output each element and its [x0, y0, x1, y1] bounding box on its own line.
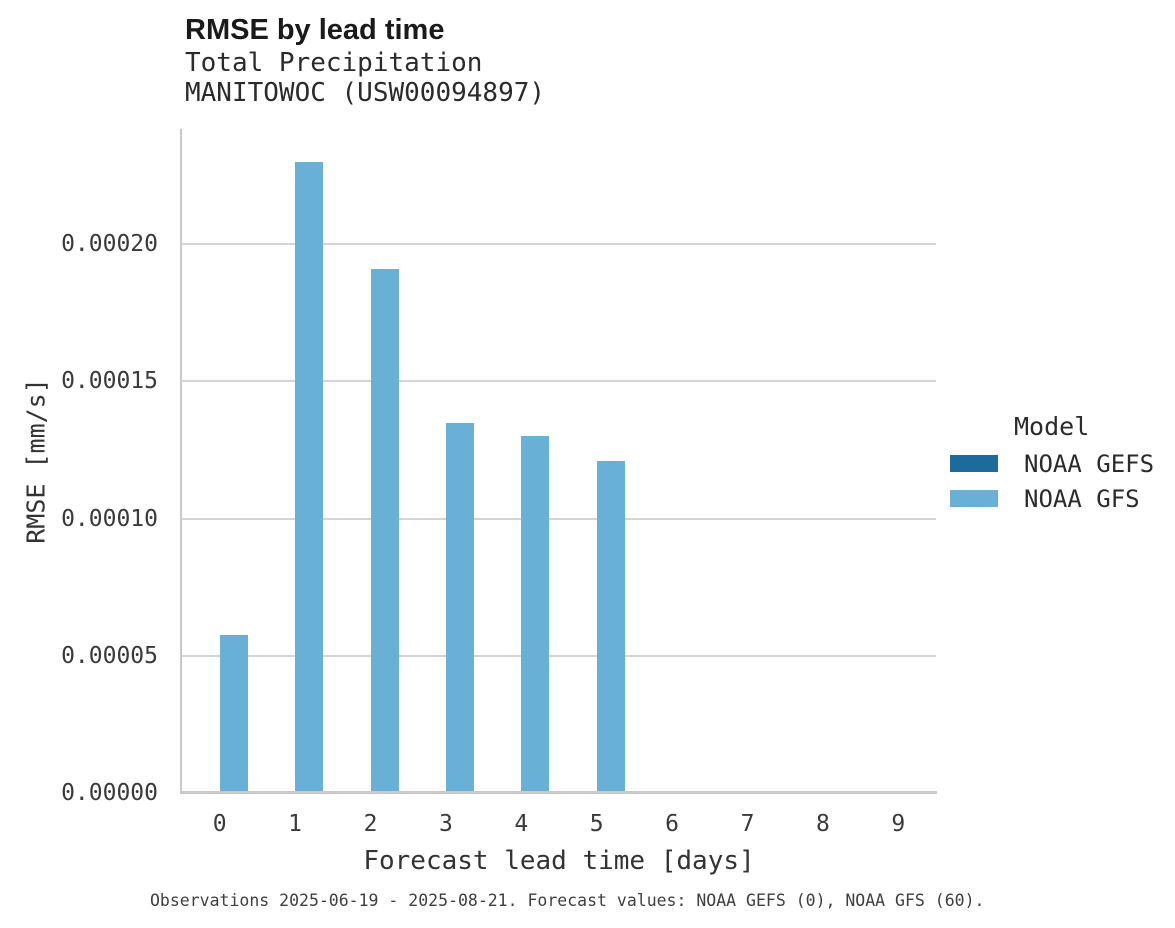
y-tick-label: 0.00005: [61, 642, 158, 669]
gridline: [182, 380, 936, 383]
chart-subtitle: Total Precipitation MANITOWOC (USW000948…: [185, 48, 546, 108]
x-tick-label: 2: [363, 811, 378, 837]
x-tick-label: 1: [288, 811, 303, 837]
x-tick-label: 7: [740, 811, 755, 837]
y-tick-label: 0.00020: [61, 231, 158, 258]
x-tick-label: 6: [665, 811, 680, 837]
bar-noaa-gfs: [445, 422, 474, 793]
bar-noaa-gfs: [370, 268, 399, 793]
bar-noaa-gfs: [219, 634, 248, 793]
x-tick-label: 9: [891, 811, 906, 837]
chart-title: RMSE by lead time: [185, 14, 445, 46]
y-tick-label: 0.00015: [61, 368, 158, 395]
legend-entry: NOAA GEFS: [950, 446, 1154, 481]
legend-title: Model: [1014, 412, 1090, 441]
y-tick-label: 0.00010: [61, 505, 158, 532]
x-axis-line: [180, 791, 937, 794]
x-tick-label: 8: [815, 811, 830, 837]
bar-noaa-gfs: [295, 161, 324, 793]
legend-label: NOAA GEFS: [1024, 449, 1155, 478]
y-axis-line: [180, 129, 182, 793]
bar-noaa-gfs: [521, 436, 550, 793]
subtitle-line-1: Total Precipitation: [185, 48, 483, 78]
gridline: [182, 654, 936, 657]
gridline: [182, 243, 936, 246]
legend-entries: NOAA GEFS NOAA GFS: [950, 446, 1154, 516]
chart-caption: Observations 2025-06-19 - 2025-08-21. Fo…: [150, 891, 985, 910]
gridline: [182, 517, 936, 520]
y-tick-label: 0.00000: [61, 780, 158, 806]
legend-swatch: [950, 490, 998, 507]
legend-entry: NOAA GFS: [950, 481, 1154, 516]
x-axis-title: Forecast lead time [days]: [363, 846, 755, 876]
x-tick-label: 5: [589, 811, 604, 837]
chart-panel: [180, 129, 937, 794]
legend: Model NOAA GEFS NOAA GFS: [950, 412, 1154, 516]
x-tick-label: 3: [438, 811, 453, 837]
bar-noaa-gfs: [596, 461, 625, 793]
legend-label: NOAA GFS: [1024, 484, 1140, 513]
x-tick-label: 0: [212, 811, 227, 837]
subtitle-line-2: MANITOWOC (USW00094897): [185, 77, 546, 108]
legend-swatch: [950, 455, 998, 472]
x-tick-label: 4: [514, 811, 529, 837]
